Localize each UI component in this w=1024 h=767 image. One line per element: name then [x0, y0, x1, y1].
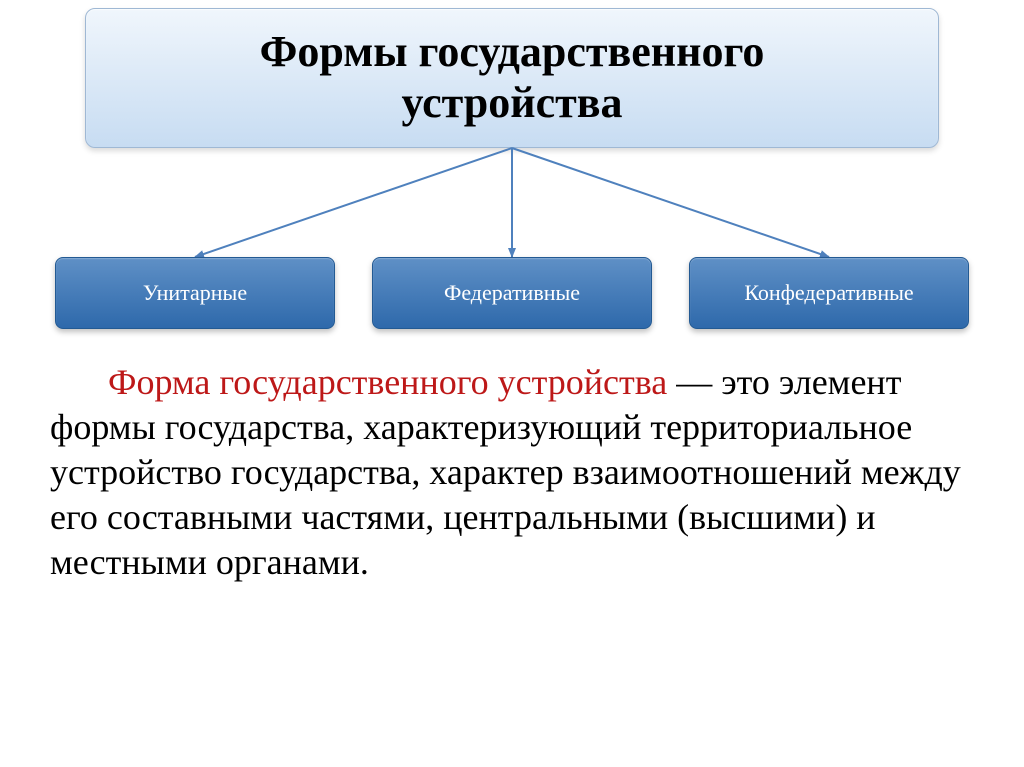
definition-paragraph: Форма государственного устройства — это … — [50, 360, 974, 585]
title-box: Формы государственного устройства — [85, 8, 939, 148]
title-line-1: Формы государственного — [260, 27, 765, 76]
child-label: Унитарные — [143, 280, 247, 306]
title-line-2: устройства — [401, 78, 622, 127]
child-box-unitary: Унитарные — [55, 257, 335, 329]
definition-term: Форма государственного устройства — [108, 362, 667, 402]
child-label: Конфедеративные — [744, 280, 913, 306]
child-box-federal: Федеративные — [372, 257, 652, 329]
title-text: Формы государственного устройства — [260, 27, 765, 128]
child-label: Федеративные — [444, 280, 580, 306]
child-box-confederal: Конфедеративные — [689, 257, 969, 329]
child-row: Унитарные Федеративные Конфедеративные — [55, 257, 969, 329]
